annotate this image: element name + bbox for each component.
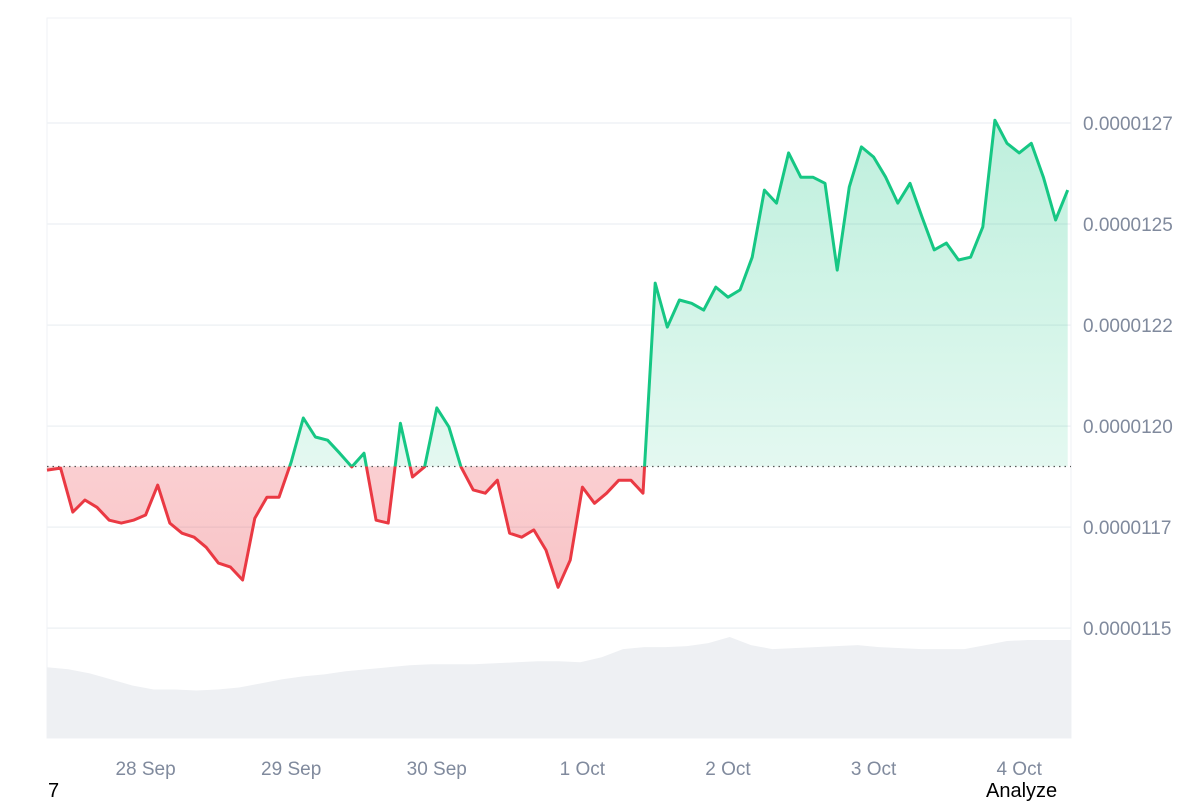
- y-tick-label: 0.0000127: [1083, 114, 1173, 135]
- x-tick-label: 3 Oct: [851, 759, 897, 780]
- y-tick-label: 0.0000120: [1083, 417, 1173, 438]
- volume-area: [47, 637, 1071, 738]
- x-tick-label: 4 Oct: [996, 759, 1042, 780]
- x-tick-label: 29 Sep: [261, 759, 321, 780]
- y-tick-label: 0.0000115: [1083, 619, 1171, 640]
- x-tick-label: 28 Sep: [115, 759, 175, 780]
- y-tick-label: 0.0000117: [1083, 518, 1171, 539]
- x-tick-label: 2 Oct: [705, 759, 751, 780]
- x-tick-label: 1 Oct: [560, 759, 606, 780]
- y-tick-label: 0.0000122: [1083, 316, 1173, 337]
- x-tick-label: 30 Sep: [407, 759, 467, 780]
- y-tick-label: 0.0000125: [1083, 215, 1173, 236]
